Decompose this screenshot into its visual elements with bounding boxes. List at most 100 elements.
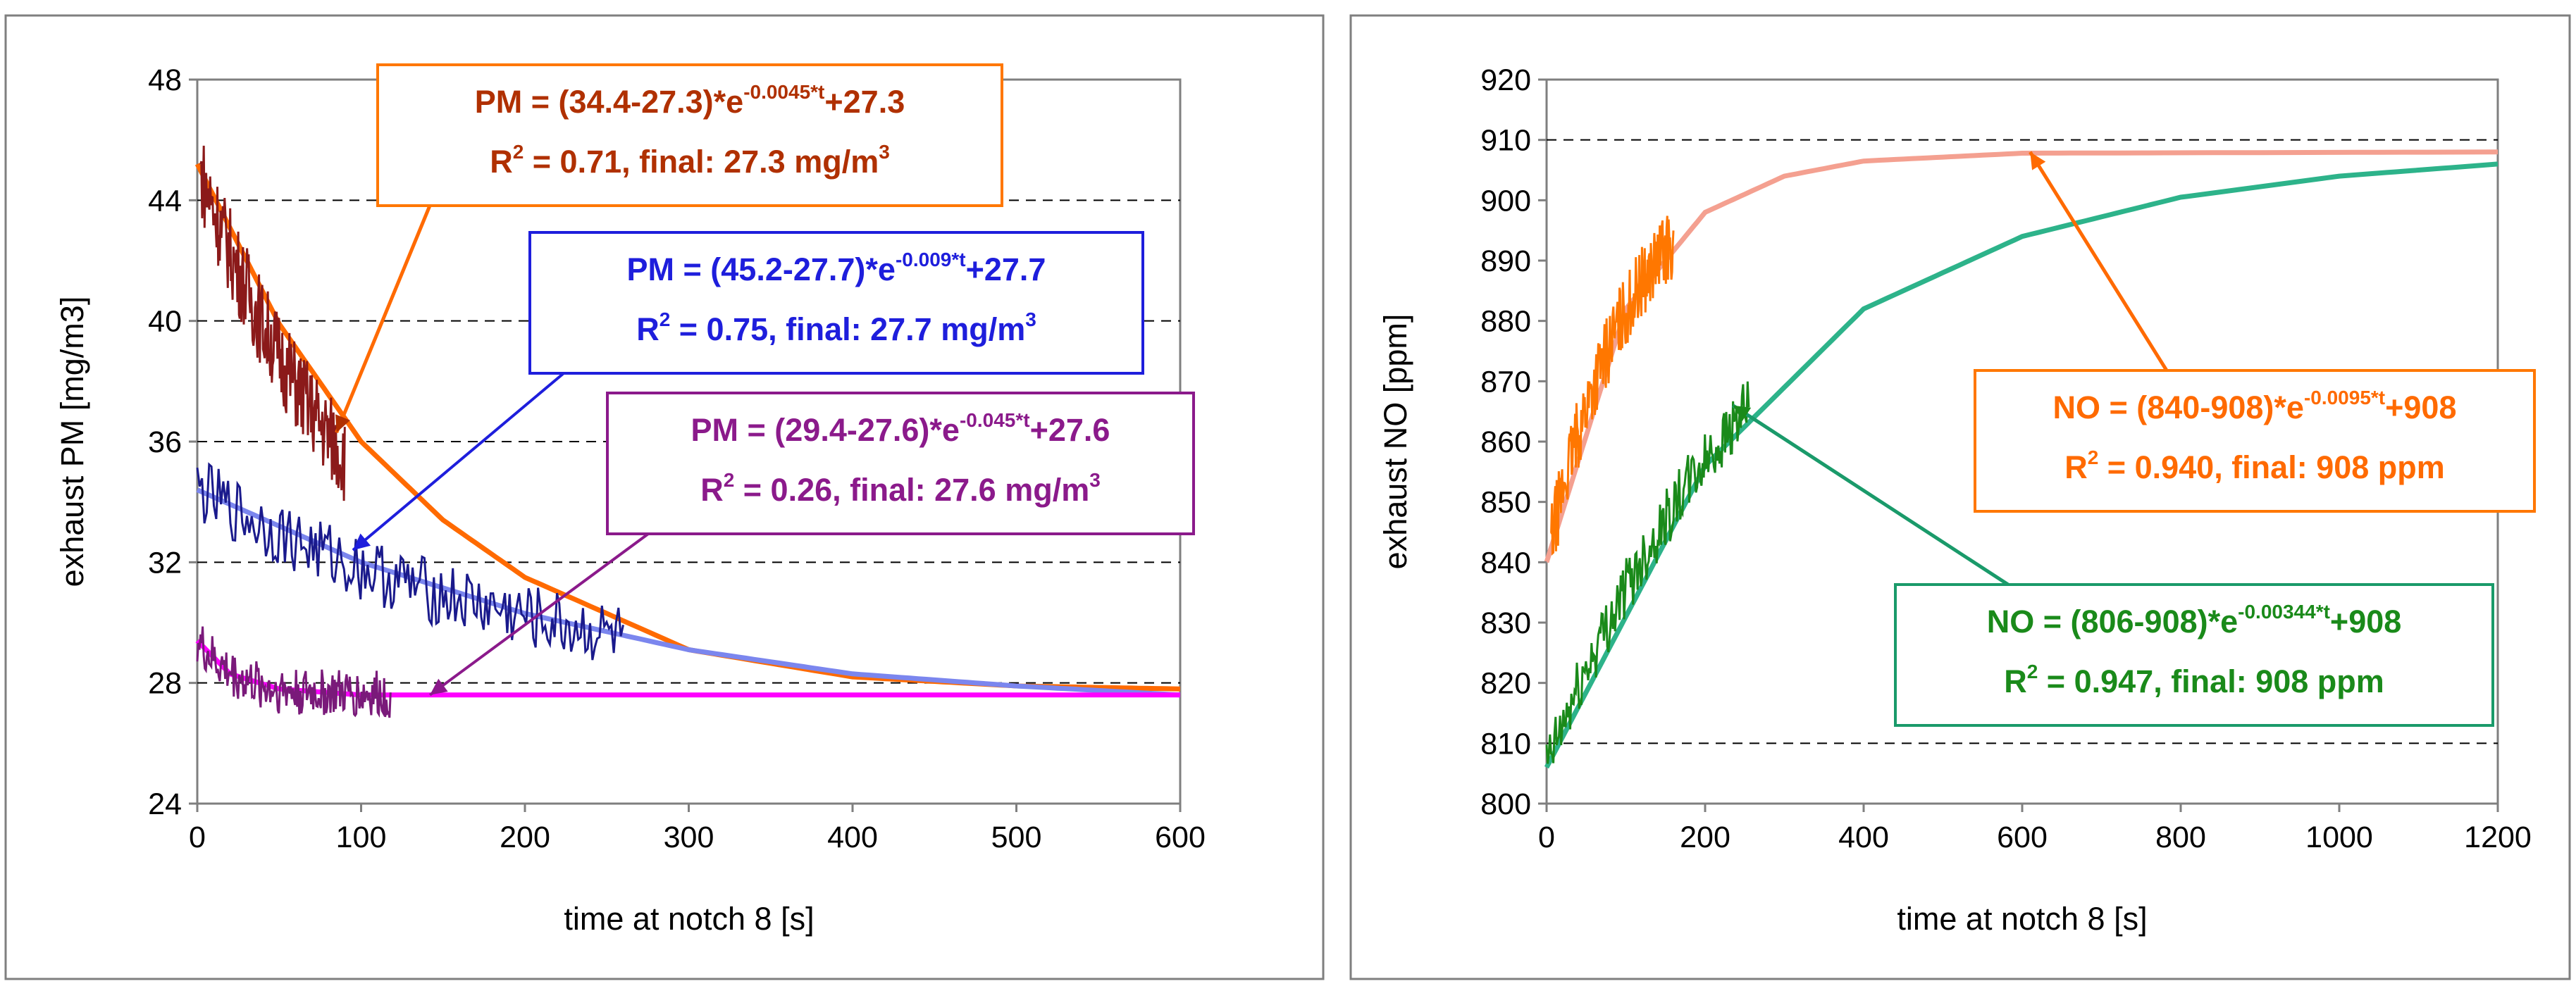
svg-text:NO = (806-908)*e-0.00344*t+908: NO = (806-908)*e-0.00344*t+908 xyxy=(1987,601,2402,639)
right-y-tick-label: 840 xyxy=(1480,546,1531,580)
right-x-tick-label: 800 xyxy=(2155,820,2206,854)
right-y-tick-label: 860 xyxy=(1480,425,1531,459)
right-y-tick-label: 810 xyxy=(1480,727,1531,761)
annotation-no-fit-1-eq-exp: -0.0095*t xyxy=(2304,387,2385,408)
annotation-pm-fit-2-arrow xyxy=(352,372,565,551)
annotation-pm-fit-3-eq-exp: -0.045*t xyxy=(960,409,1030,431)
svg-text:PM = (34.4-27.3)*e-0.0045*t+27: PM = (34.4-27.3)*e-0.0045*t+27.3 xyxy=(475,81,905,120)
annotation-pm-fit-1-arrow xyxy=(335,205,432,434)
right-x-tick-label: 1200 xyxy=(2464,820,2532,854)
annotation-no-fit-1: NO = (840-908)*e-0.0095*t+908 R2 = 0.940… xyxy=(1974,151,2536,513)
annotation-no-fit-2: NO = (806-908)*e-0.00344*t+908 R2 = 0.94… xyxy=(1732,404,2494,727)
right-y-tick-label: 880 xyxy=(1480,305,1531,339)
series-fit-line xyxy=(196,487,1181,698)
annotation-pm-fit-3-eq-post: +27.6 xyxy=(1030,412,1110,448)
annotation-no-fit-2-eq-pre: NO = (806-908)*e xyxy=(1987,604,2238,639)
series-measured-line xyxy=(196,626,392,718)
annotation-no-fit-1-box xyxy=(1974,369,2536,513)
annotation-no-fit-2-box xyxy=(1894,583,2494,727)
left-series-group xyxy=(194,145,1181,718)
svg-text:R2 = 0.75, final: 27.7 mg/m3: R2 = 0.75, final: 27.7 mg/m3 xyxy=(636,308,1036,347)
left-y-tick-label: 36 xyxy=(148,425,182,459)
annotation-pm-fit-2-r2-sup: 2 xyxy=(660,308,671,330)
annotation-pm-fit-2-r2-pre: R xyxy=(636,311,660,347)
annotation-no-fit-1-eq-post: +908 xyxy=(2385,389,2456,425)
series-measured-line xyxy=(199,145,346,501)
left-x-ticks: 0 100 200 300 400 500 600 xyxy=(189,804,1206,854)
annotation-arrowhead xyxy=(2030,151,2046,170)
annotation-no-fit-1-r2-sup: 2 xyxy=(2088,447,2099,468)
svg-text:R2 = 0.940, final: 908 ppm: R2 = 0.940, final: 908 ppm xyxy=(2064,447,2445,485)
right-x-ticks: 0 200 400 600 800 1000 1200 xyxy=(1538,804,2532,854)
right-y-tick-label: 830 xyxy=(1480,606,1531,640)
annotation-pm-fit-2-eq-exp: -0.009*t xyxy=(896,249,966,270)
right-x-tick-label: 0 xyxy=(1538,820,1555,854)
annotation-pm-fit-3-arrow xyxy=(428,532,650,697)
annotation-no-fit-2-eq-post: +908 xyxy=(2330,604,2401,639)
annotation-arrowhead xyxy=(1733,405,1752,421)
annotation-pm-fit-3-box xyxy=(606,392,1195,535)
right-y-tick-label: 920 xyxy=(1480,63,1531,97)
left-y-tick-label: 40 xyxy=(148,305,182,339)
right-x-tick-label: 1000 xyxy=(2305,820,2373,854)
annotation-pm-fit-1-eq-exp: -0.0045*t xyxy=(743,81,824,103)
left-y-axis-label: exhaust PM [mg/m3] xyxy=(54,297,90,587)
series-measured-line xyxy=(1550,216,1675,556)
annotation-pm-fit-2-eq-pre: PM = (45.2-27.7)*e xyxy=(627,251,896,287)
right-x-axis-label: time at notch 8 [s] xyxy=(1897,901,2147,937)
annotation-no-fit-1-r2-pre: R xyxy=(2064,449,2088,485)
series-fit-line xyxy=(1544,149,2498,563)
right-x-tick-label: 200 xyxy=(1680,820,1730,854)
right-y-tick-label: 820 xyxy=(1480,667,1531,701)
annotation-pm-fit-3-r2-post: = 0.26, final: 27.6 mg/m xyxy=(734,472,1089,508)
right-y-tick-label: 850 xyxy=(1480,486,1531,520)
right-x-tick-label: 600 xyxy=(1997,820,2048,854)
left-y-tick-label: 24 xyxy=(148,787,182,821)
left-x-tick-label: 600 xyxy=(1155,820,1206,854)
annotation-pm-fit-3-r2-sup: 2 xyxy=(724,469,735,491)
left-y-tick-label: 32 xyxy=(148,546,182,580)
annotation-no-fit-2-r2-post: = 0.947, final: 908 ppm xyxy=(2038,663,2384,699)
annotation-pm-fit-1-box xyxy=(376,63,1003,207)
right-y-tick-label: 800 xyxy=(1480,787,1531,821)
right-y-tick-label: 900 xyxy=(1480,184,1531,218)
annotation-pm-fit-1-r2-pre: R xyxy=(490,144,513,180)
annotation-no-fit-2-eq-exp: -0.00344*t xyxy=(2238,601,2330,623)
annotation-pm-fit-1-eq-pre: PM = (34.4-27.3)*e xyxy=(475,84,743,120)
series-measured-line xyxy=(196,462,624,661)
annotation-pm-fit-3-r2-pre: R xyxy=(700,472,724,508)
right-y-tick-label: 910 xyxy=(1480,124,1531,158)
annotation-no-fit-1-r2-post: = 0.940, final: 908 ppm xyxy=(2098,449,2444,485)
left-x-tick-label: 300 xyxy=(664,820,714,854)
annotation-no-fit-1-arrow xyxy=(2029,151,2169,372)
annotation-pm-fit-2-eq-post: +27.7 xyxy=(966,251,1046,287)
right-x-tick-label: 400 xyxy=(1838,820,1889,854)
left-x-tick-label: 500 xyxy=(991,820,1042,854)
annotation-arrowhead xyxy=(335,414,350,433)
svg-text:PM = (45.2-27.7)*e-0.009*t+27.: PM = (45.2-27.7)*e-0.009*t+27.7 xyxy=(627,249,1046,287)
annotation-pm-fit-3: PM = (29.4-27.6)*e-0.045*t+27.6 R2 = 0.2… xyxy=(428,392,1195,697)
left-x-tick-label: 0 xyxy=(189,820,206,854)
left-x-tick-label: 400 xyxy=(827,820,878,854)
annotation-pm-fit-1-r2-unit-sup: 3 xyxy=(879,141,890,163)
svg-text:R2 = 0.71, final: 27.3 mg/m3: R2 = 0.71, final: 27.3 mg/m3 xyxy=(490,141,890,180)
annotation-pm-fit-3-r2-unit-sup: 3 xyxy=(1089,469,1101,491)
annotation-no-fit-2-r2-sup: 2 xyxy=(2027,661,2038,682)
series-measured-line xyxy=(1545,381,1750,764)
right-y-axis-label: exhaust NO [ppm] xyxy=(1377,314,1413,570)
right-chart: 800810820830840850860870880890900910920 … xyxy=(1349,14,2571,980)
annotation-pm-fit-2-box xyxy=(528,231,1144,375)
annotation-pm-fit-1: PM = (34.4-27.3)*e-0.0045*t+27.3 R2 = 0.… xyxy=(335,63,1003,434)
annotation-no-fit-1-eq-pre: NO = (840-908)*e xyxy=(2052,389,2303,425)
svg-text:R2 = 0.947, final: 908 ppm: R2 = 0.947, final: 908 ppm xyxy=(2004,661,2384,699)
left-x-tick-label: 100 xyxy=(336,820,387,854)
annotation-pm-fit-1-r2-post: = 0.71, final: 27.3 mg/m xyxy=(524,144,879,180)
annotation-no-fit-2-r2-pre: R xyxy=(2004,663,2027,699)
right-gridlines xyxy=(1547,139,2498,744)
svg-text:R2 = 0.26, final: 27.6 mg/m3: R2 = 0.26, final: 27.6 mg/m3 xyxy=(700,469,1101,508)
left-y-tick-label: 48 xyxy=(148,63,182,97)
right-y-tick-label: 890 xyxy=(1480,244,1531,278)
svg-text:PM = (29.4-27.6)*e-0.045*t+27.: PM = (29.4-27.6)*e-0.045*t+27.6 xyxy=(691,409,1110,448)
annotation-arrowhead xyxy=(352,533,371,551)
